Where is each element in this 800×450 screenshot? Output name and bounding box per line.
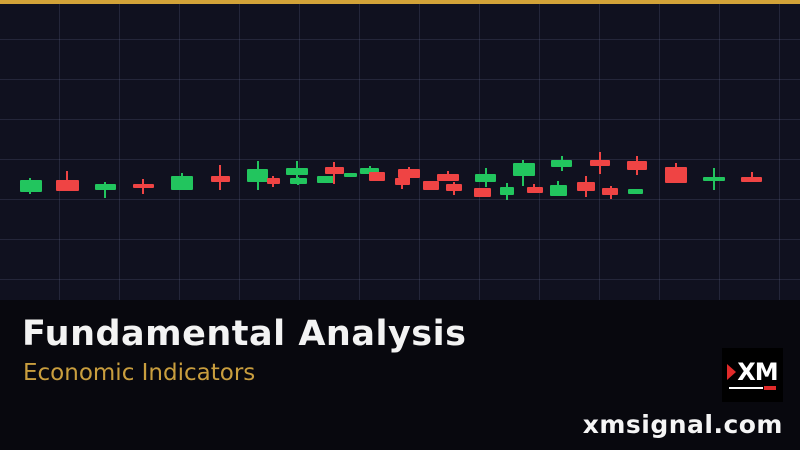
candle-wick <box>104 182 106 198</box>
footer-band: Fundamental Analysis Economic Indicators… <box>0 300 800 450</box>
candle-body-up <box>286 168 308 175</box>
candle-body-down <box>590 160 610 166</box>
candle-body-down <box>577 182 595 191</box>
underline-white <box>729 386 763 389</box>
candle-body-up <box>247 169 268 182</box>
candle-body-down <box>211 176 230 182</box>
candle-body-down <box>446 184 462 191</box>
candle-body-down <box>423 181 439 190</box>
candle-body-down <box>267 178 280 184</box>
xm-logo: XM <box>722 348 783 402</box>
candle-body-up <box>360 168 379 174</box>
candle-body-down <box>56 180 79 191</box>
candle-body-up <box>513 163 535 176</box>
top-accent-bar <box>0 0 800 4</box>
candle-body-up <box>500 187 514 195</box>
candle-body-down <box>398 169 420 178</box>
xm-logo-text: XM <box>737 357 778 386</box>
candle-body-up <box>171 176 193 190</box>
candle-body-down <box>437 174 459 181</box>
candle-body-down <box>474 188 491 197</box>
candle-body-up <box>20 180 42 192</box>
candle-body-down <box>665 167 687 183</box>
candle-body-down <box>741 177 762 182</box>
candle-body-down <box>133 184 154 188</box>
candle-body-down <box>627 161 647 170</box>
play-triangle-icon <box>727 363 737 380</box>
xm-logo-row: XM <box>727 357 779 386</box>
page-title: Fundamental Analysis <box>22 314 467 354</box>
candle-body-up <box>551 160 572 167</box>
candle-body-up <box>344 173 357 177</box>
candle-body-down <box>395 178 410 185</box>
candle-body-up <box>95 184 116 190</box>
candle-body-up <box>290 178 307 184</box>
candle-body-up <box>628 189 643 194</box>
candle-body-up <box>317 176 334 183</box>
candlestick-chart <box>0 0 800 300</box>
candle-body-down <box>527 187 543 193</box>
website-url: xmsignal.com <box>582 410 783 439</box>
candle-body-down <box>602 188 618 195</box>
candle-body-up <box>475 174 496 182</box>
chart-grid <box>0 0 800 300</box>
candle-body-up <box>550 185 567 196</box>
subtitle: Economic Indicators <box>23 360 256 386</box>
candle-body-up <box>703 177 725 181</box>
xm-logo-underline <box>729 385 776 390</box>
underline-red <box>764 385 776 390</box>
candles-layer <box>20 152 762 200</box>
candle-body-down <box>369 172 385 181</box>
candle-body-down <box>325 167 344 174</box>
